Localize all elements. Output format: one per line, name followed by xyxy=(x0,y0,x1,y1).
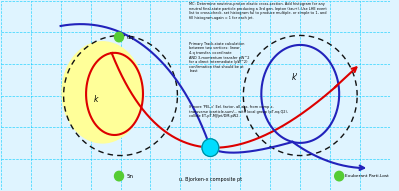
Text: MC: Determine neutrino-proton elastic cross-section. Add histogram for any
neutr: MC: Determine neutrino-proton elastic cr… xyxy=(190,2,327,20)
Text: If more 'PEL-c' Eel. factor, all abs. from comp x,
transverse /particle-sum/... : If more 'PEL-c' Eel. factor, all abs. fr… xyxy=(190,105,288,118)
Circle shape xyxy=(202,139,219,156)
Circle shape xyxy=(335,171,344,181)
Text: Exuberant Parti.Lost: Exuberant Parti.Lost xyxy=(345,174,389,178)
Text: k: k xyxy=(93,95,98,104)
Text: 5n: 5n xyxy=(126,174,134,179)
Circle shape xyxy=(115,171,124,181)
Text: Primary Track-state calculation
between two vertices: linear
4-q transfer, coord: Primary Track-state calculation between … xyxy=(190,42,250,73)
Ellipse shape xyxy=(62,42,143,143)
Circle shape xyxy=(115,32,124,42)
Text: u. Bjorken-x composite pt: u. Bjorken-x composite pt xyxy=(179,177,242,182)
Text: dq: dq xyxy=(126,35,134,40)
Text: k': k' xyxy=(291,73,298,82)
